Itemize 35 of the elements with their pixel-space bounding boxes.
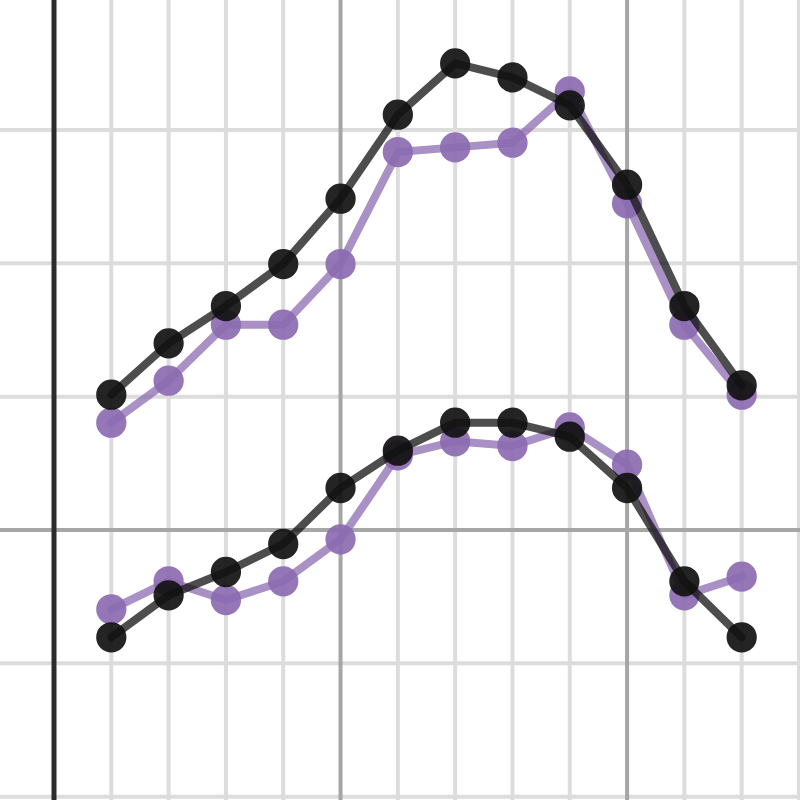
point	[96, 622, 127, 653]
point	[554, 421, 585, 452]
point	[268, 309, 299, 340]
point	[268, 566, 299, 597]
point	[669, 566, 700, 597]
point	[325, 248, 356, 280]
point	[96, 594, 127, 625]
point	[497, 62, 528, 93]
point	[210, 290, 242, 322]
point	[554, 90, 585, 121]
point	[440, 407, 471, 438]
point	[153, 580, 184, 611]
point	[382, 99, 413, 130]
point	[96, 379, 127, 410]
point	[210, 556, 242, 588]
point	[440, 132, 471, 163]
point	[726, 561, 757, 592]
point	[726, 370, 757, 401]
point	[268, 248, 299, 280]
point	[497, 127, 528, 158]
point	[153, 365, 184, 396]
point	[440, 48, 471, 79]
point	[153, 328, 184, 359]
point	[96, 407, 127, 438]
point	[669, 290, 700, 322]
point	[268, 528, 299, 560]
point	[210, 584, 242, 616]
point	[325, 183, 356, 214]
point	[325, 472, 356, 504]
point	[726, 622, 757, 653]
point	[611, 472, 643, 504]
point	[325, 524, 356, 555]
point	[497, 407, 528, 438]
point	[611, 169, 643, 200]
point	[382, 136, 413, 168]
